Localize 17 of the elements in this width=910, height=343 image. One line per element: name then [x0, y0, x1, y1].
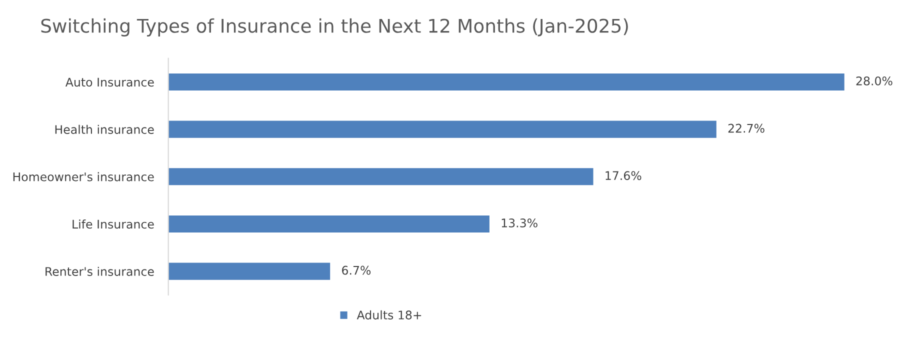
y-tick-label: Auto Insurance — [65, 78, 154, 87]
y-tick-label: Renter's insurance — [46, 266, 154, 276]
bar — [168, 262, 330, 280]
y-tick-label: Homeowner's insurance — [13, 172, 154, 182]
y-tick-label: Life Insurance — [72, 219, 154, 229]
data-label: 28.0% — [856, 76, 892, 86]
bar — [168, 215, 490, 232]
data-label: 13.3% — [502, 218, 538, 228]
chart-title: Switching Types of Insurance in the Next 12 Months (Jan-2025) — [41, 18, 628, 37]
bar — [168, 120, 716, 138]
y-tick-label: Health insurance — [55, 124, 154, 134]
bar — [168, 168, 594, 186]
data-label: 17.6% — [606, 171, 642, 180]
legend-label: Adults 18+ — [356, 310, 422, 320]
data-label: 6.7% — [342, 266, 371, 275]
bar — [168, 73, 844, 90]
data-label: 22.7% — [728, 124, 764, 133]
